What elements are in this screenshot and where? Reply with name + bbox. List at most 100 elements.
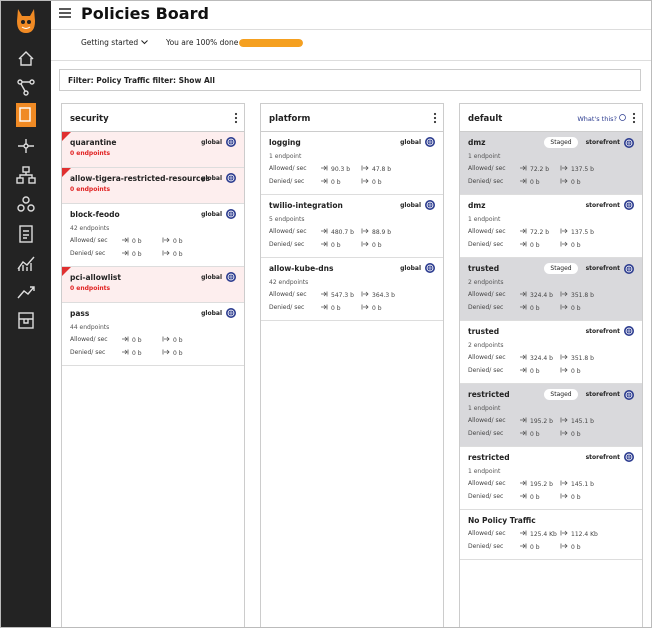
policy-name: allow-kube-dns: [269, 264, 334, 273]
traffic-out-value: 145.1 b: [571, 418, 594, 425]
policy-meta: global: [400, 200, 435, 210]
policy-card[interactable]: No Policy Traffic Allowed/ sec 125.4 Kb 112…: [460, 510, 642, 560]
policy-meta: Staged storefront: [544, 137, 634, 148]
getting-started[interactable]: Getting started: [81, 38, 139, 47]
progress-fill: [239, 39, 303, 47]
traffic-label: Allowed/ sec: [269, 291, 307, 298]
policy-meta: storefront: [586, 200, 634, 210]
tier-name: security: [70, 114, 109, 124]
divider: [51, 60, 651, 61]
traffic-out: 0 b: [162, 336, 183, 344]
policy-card[interactable]: dmz storefront 1 endpoint Allowed/ sec 72.2 …: [460, 195, 642, 258]
scope-icon: [624, 263, 634, 274]
out-icon: [361, 228, 369, 234]
policy-name: allow-tigera-restricted-resources: [70, 174, 211, 183]
policy-meta: global: [400, 137, 435, 147]
traffic-in-value: 195.2 b: [530, 418, 553, 425]
scope: global: [201, 309, 222, 317]
tier-name: default: [468, 114, 503, 124]
scope: global: [400, 264, 421, 272]
tier-header: security: [62, 104, 244, 132]
allowed-row: Allowed/ sec 0 b 0 b: [70, 237, 236, 245]
endpoints: 0 endpoints: [70, 186, 111, 193]
alert-marker: [62, 168, 71, 177]
endpoints: 1 endpoint: [269, 153, 302, 160]
policy-name: dmz: [468, 138, 486, 147]
in-icon: [520, 480, 527, 486]
scope: storefront: [585, 453, 620, 461]
endpoints: 0 endpoints: [70, 285, 111, 292]
in-icon: [122, 250, 129, 256]
scope-icon: [226, 173, 236, 183]
out-icon: [560, 178, 568, 184]
out-icon: [560, 367, 568, 373]
policy-meta: global: [400, 263, 435, 273]
nav-icons[interactable]: [16, 49, 36, 329]
traffic-in: 0 b: [520, 304, 560, 312]
traffic-label: Denied/ sec: [269, 241, 305, 248]
policy-card[interactable]: block-feodo global 42 endpoints Allowed/ se…: [62, 204, 244, 267]
out-icon: [560, 543, 568, 549]
in-icon: [122, 336, 129, 342]
traffic-out: 364.3 b: [361, 291, 395, 299]
denied-row: Denied/ sec 0 b 0 b: [269, 304, 435, 312]
filter-bar[interactable]: Filter: Policy Traffic filter: Show All: [59, 69, 641, 91]
policy-card[interactable]: restricted storefront 1 endpoint Allowed/ s…: [460, 447, 642, 510]
endpoints: 42 endpoints: [70, 225, 110, 232]
in-icon: [520, 493, 527, 499]
traffic-out-value: 0 b: [372, 242, 382, 249]
policy-card[interactable]: quarantine global 0 endpoints: [62, 132, 244, 168]
out-icon: [162, 237, 170, 243]
policy-card[interactable]: restricted Staged storefront 1 endpoint Allo…: [460, 384, 642, 447]
in-icon: [520, 367, 527, 373]
policy-card[interactable]: trusted Staged storefront 2 endpoints Allowe…: [460, 258, 642, 321]
traffic-in-value: 324.4 b: [530, 355, 553, 362]
logo: [17, 9, 35, 33]
traffic-in-value: 0 b: [331, 305, 341, 312]
traffic-in: 0 b: [122, 349, 162, 357]
in-icon: [520, 304, 527, 310]
policy-card[interactable]: dmz Staged storefront 1 endpoint Allowed/ se…: [460, 132, 642, 195]
traffic-out: 0 b: [560, 543, 581, 551]
traffic-in-value: 0 b: [132, 238, 142, 245]
traffic-label: Denied/ sec: [468, 241, 504, 248]
scope-icon: [425, 200, 435, 210]
policy-card[interactable]: twilio-integration global 5 endpoints Allow…: [261, 195, 443, 258]
traffic-out: 0 b: [361, 241, 382, 249]
out-icon: [361, 241, 369, 247]
policy-card[interactable]: pci-allowlist global 0 endpoints: [62, 267, 244, 303]
policy-name: dmz: [468, 201, 486, 210]
traffic-out-value: 0 b: [372, 305, 382, 312]
in-icon: [520, 165, 527, 171]
policy-tier: platform logging global 1 endpoint Allowed/ …: [260, 103, 444, 627]
traffic-in: 0 b: [520, 367, 560, 375]
traffic-out: 137.5 b: [560, 228, 594, 236]
traffic-out-value: 47.8 b: [372, 166, 392, 173]
out-icon: [162, 349, 170, 355]
traffic-in-value: 0 b: [331, 179, 341, 186]
traffic-out: 145.1 b: [560, 480, 594, 488]
policy-card[interactable]: logging global 1 endpoint Allowed/ sec 90.3 …: [261, 132, 443, 195]
help-link[interactable]: What's this?: [577, 114, 626, 123]
endpoints: 44 endpoints: [70, 324, 110, 331]
traffic-label: Allowed/ sec: [70, 237, 108, 244]
policy-card[interactable]: allow-kube-dns global 42 endpoints Allowed/…: [261, 258, 443, 321]
staged-badge: Staged: [544, 263, 578, 274]
policy-card[interactable]: trusted storefront 2 endpoints Allowed/ sec…: [460, 321, 642, 384]
traffic-label: Denied/ sec: [468, 367, 504, 374]
traffic-label: Denied/ sec: [468, 430, 504, 437]
in-icon: [520, 543, 527, 549]
page-title: Policies Board: [81, 4, 209, 23]
scope: storefront: [585, 327, 620, 335]
allowed-row: Allowed/ sec 72.2 b 137.5 b: [468, 228, 634, 236]
traffic-out-value: 0 b: [571, 368, 581, 375]
menu-button[interactable]: [59, 8, 71, 18]
policy-card[interactable]: allow-tigera-restricted-resources global 0…: [62, 168, 244, 204]
alert-marker: [62, 132, 71, 141]
progress-bar: [239, 39, 303, 47]
policy-meta: global: [201, 209, 236, 219]
endpoints: 5 endpoints: [269, 216, 305, 223]
traffic-out-value: 0 b: [571, 305, 581, 312]
traffic-label: Allowed/ sec: [468, 480, 506, 487]
policy-card[interactable]: pass global 44 endpoints Allowed/ sec 0 b 0 b…: [62, 303, 244, 366]
